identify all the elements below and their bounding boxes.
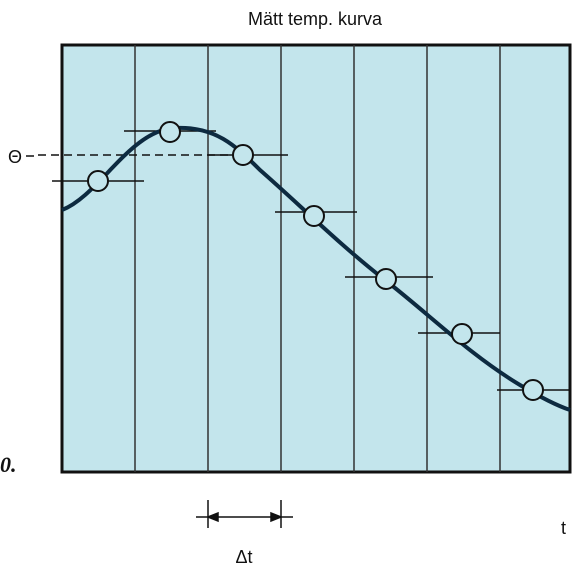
origin-label: 0. [0, 452, 17, 477]
time-label: t [561, 518, 566, 538]
delta-label: Δt [235, 547, 252, 567]
points [87, 121, 544, 401]
delta-marker [196, 500, 293, 528]
plot-area [60, 43, 572, 474]
title: Mätt temp. kurva [248, 9, 383, 29]
theta-label: Θ [8, 147, 22, 167]
grid [134, 45, 501, 472]
